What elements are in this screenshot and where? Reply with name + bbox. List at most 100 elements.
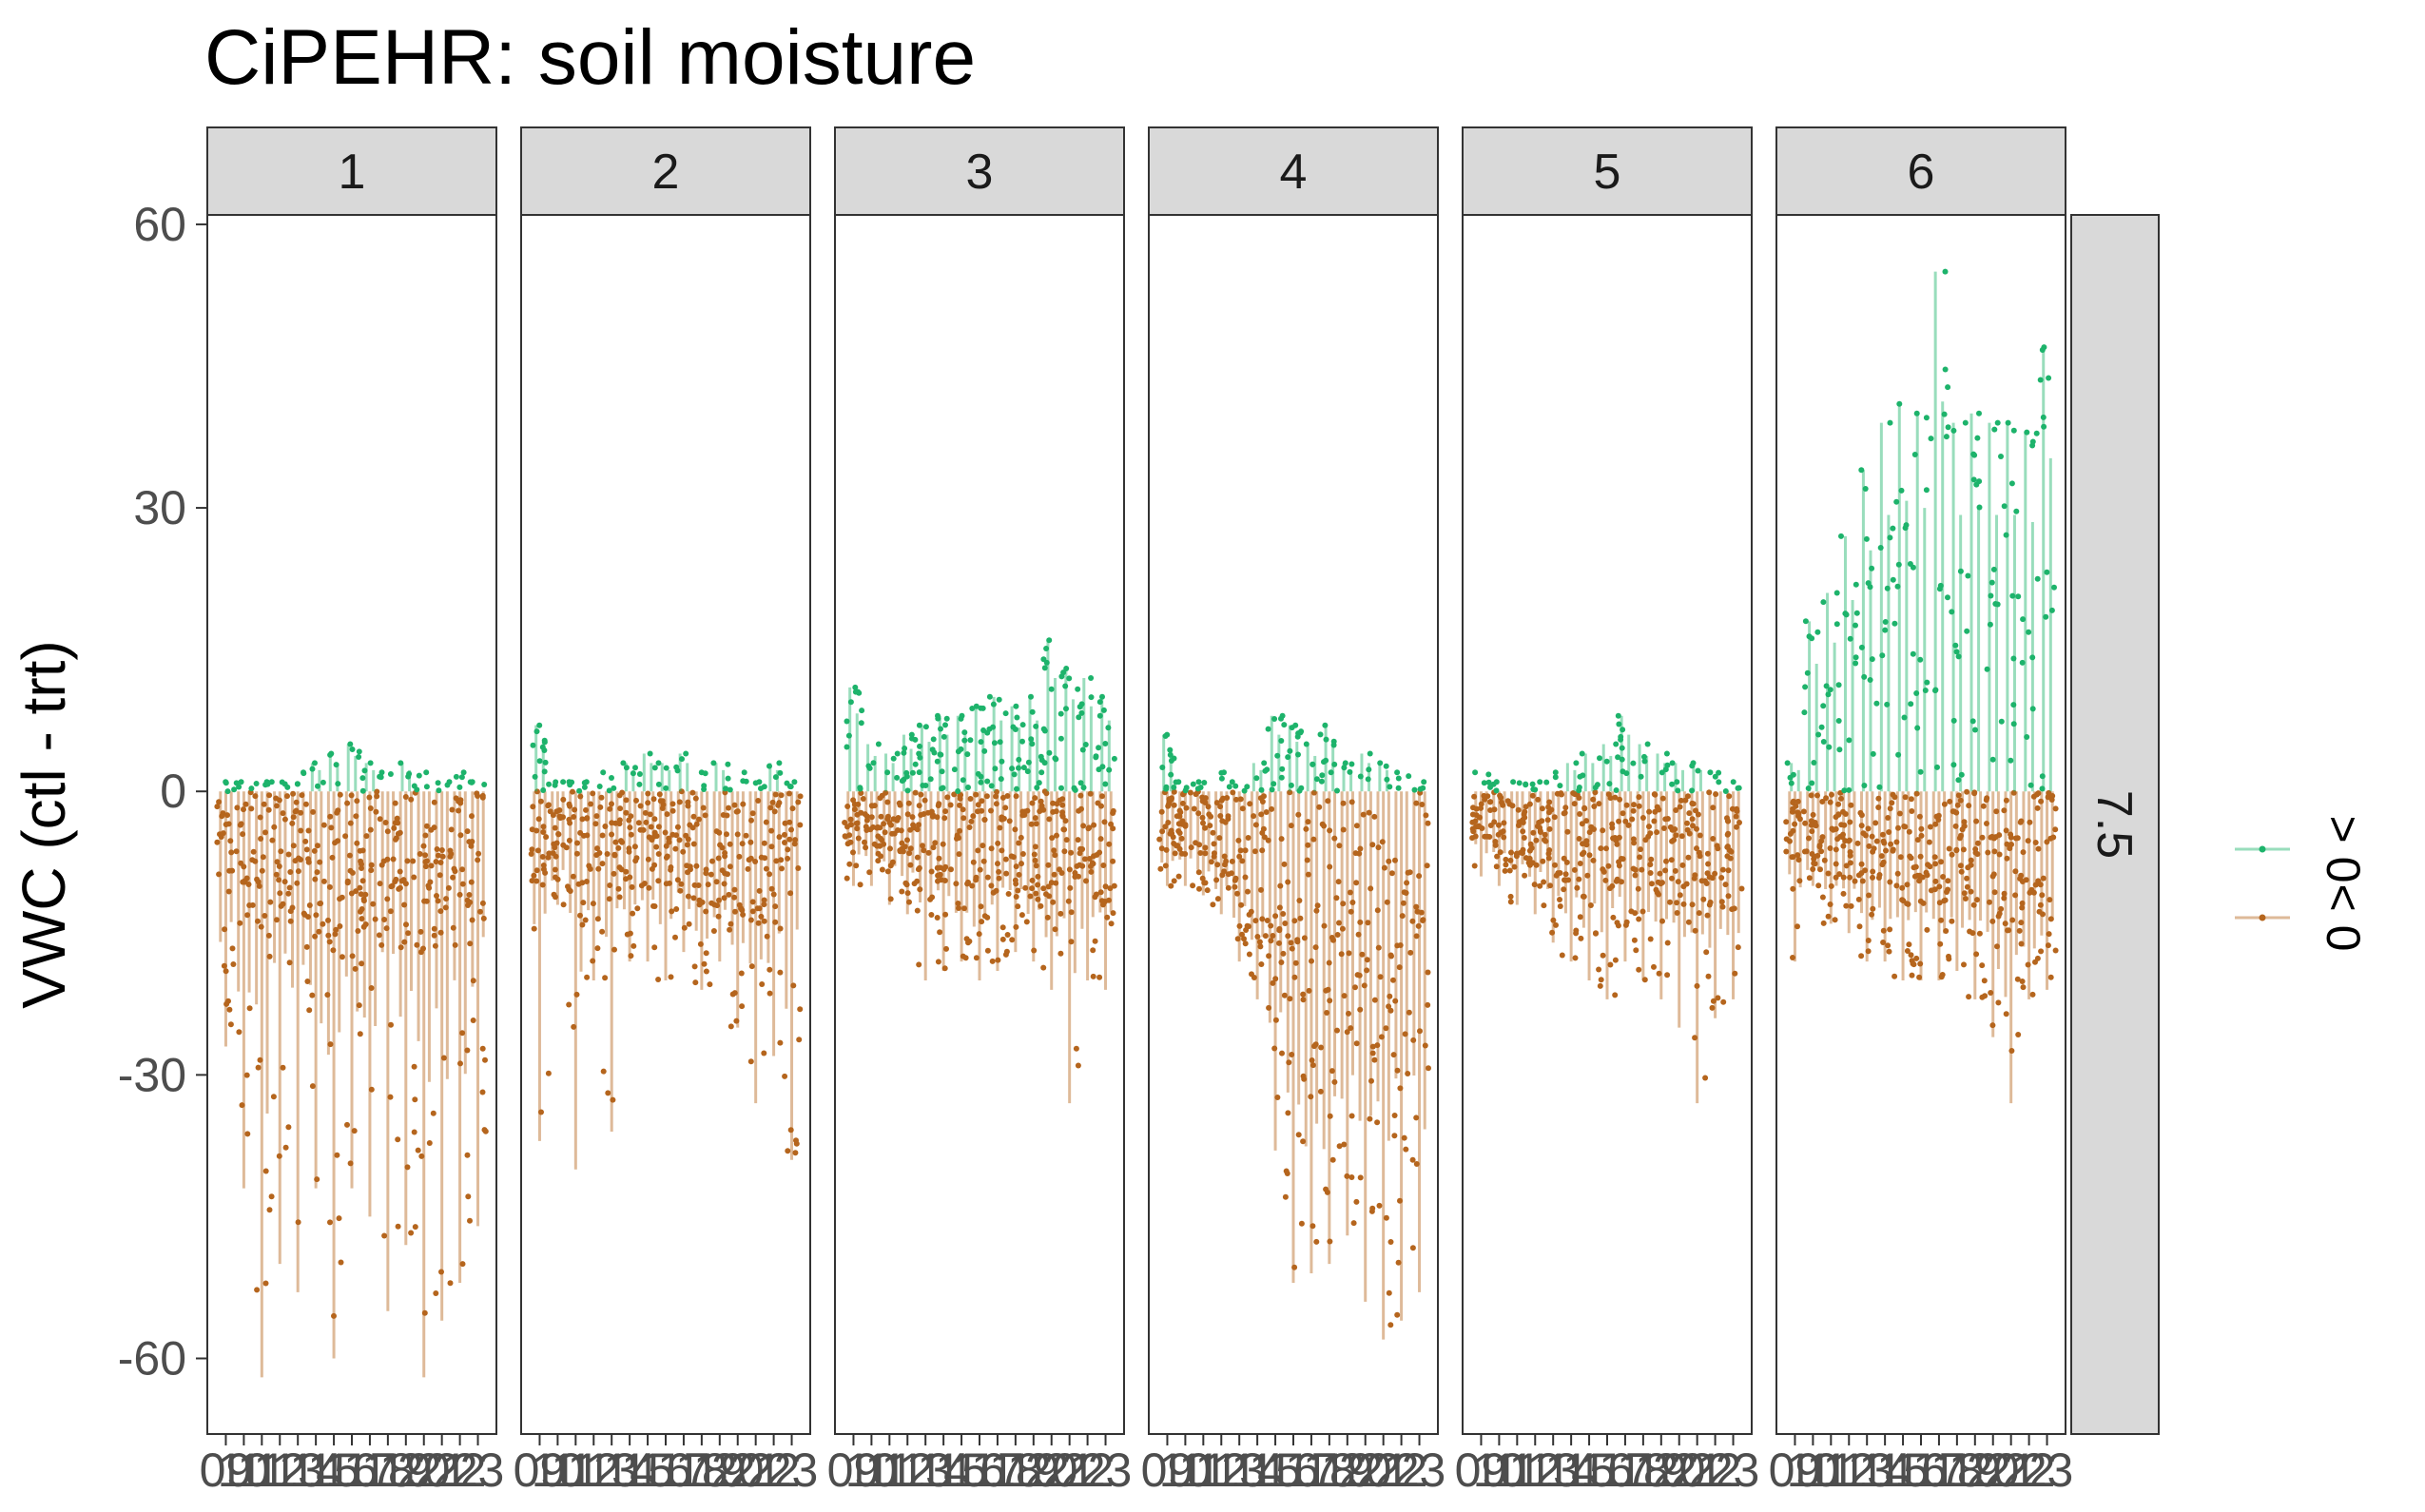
negative-point: [960, 806, 966, 813]
positive-point: [1804, 669, 1811, 676]
negative-point: [469, 813, 475, 820]
negative-point: [1892, 973, 1898, 979]
negative-point: [782, 820, 788, 826]
negative-point: [701, 960, 708, 967]
negative-point: [432, 942, 438, 949]
negative-point: [1904, 948, 1911, 954]
positive-point: [536, 758, 543, 765]
negative-point: [299, 792, 305, 799]
negative-point: [689, 789, 696, 796]
negative-point: [724, 831, 729, 838]
negative-point: [655, 824, 662, 830]
negative-point: [1966, 803, 1972, 809]
negative-point: [862, 811, 868, 818]
negative-point: [1262, 933, 1269, 940]
negative-point: [566, 816, 572, 823]
negative-point: [552, 844, 558, 851]
negative-point: [584, 974, 591, 980]
negative-point: [1552, 862, 1558, 868]
positive-point: [1735, 785, 1741, 791]
negative-point: [1402, 1031, 1408, 1037]
negative-point: [244, 912, 251, 919]
negative-point: [1339, 925, 1346, 932]
negative-point: [1327, 1113, 1333, 1119]
negative-point: [366, 794, 373, 801]
negative-point: [848, 822, 854, 828]
negative-point: [984, 874, 991, 881]
positive-point: [647, 750, 653, 757]
negative-point: [572, 806, 578, 813]
negative-point: [1794, 852, 1801, 859]
negative-point: [1419, 802, 1426, 807]
positive-point: [1895, 561, 1902, 568]
negative-point: [1579, 821, 1585, 827]
positive-point: [309, 766, 316, 772]
negative-point: [431, 932, 437, 939]
negative-point: [785, 855, 791, 862]
positive-point: [1088, 675, 1095, 681]
negative-point: [579, 816, 586, 823]
negative-point: [1722, 882, 1729, 888]
negative-point: [956, 905, 961, 911]
positive-point: [674, 767, 681, 774]
negative-point: [1266, 1004, 1272, 1011]
negative-point: [1051, 847, 1057, 854]
negative-point: [349, 869, 356, 876]
negative-point: [786, 790, 792, 797]
positive-point: [1989, 756, 1996, 763]
negative-point: [258, 836, 264, 842]
negative-point: [916, 961, 922, 968]
negative-point: [1885, 815, 1892, 821]
negative-point: [1938, 917, 1945, 923]
negative-point: [761, 918, 767, 924]
negative-point: [932, 840, 939, 846]
negative-point: [611, 852, 618, 859]
negative-point: [862, 839, 867, 845]
negative-point: [910, 822, 917, 828]
negative-point: [1673, 832, 1679, 839]
negative-point: [1013, 881, 1019, 887]
negative-point: [354, 798, 360, 804]
negative-point: [437, 860, 444, 865]
negative-point: [1631, 840, 1638, 846]
negative-point: [1469, 811, 1476, 818]
negative-point: [646, 884, 652, 891]
negative-point: [414, 941, 420, 948]
positive-point: [481, 782, 488, 787]
negative-point: [2047, 897, 2053, 903]
negative-point: [1561, 855, 1567, 862]
negative-point: [1043, 790, 1050, 797]
negative-point: [467, 940, 474, 947]
negative-point: [1952, 823, 1959, 829]
negative-point: [588, 801, 594, 807]
negative-point: [934, 864, 941, 871]
negative-point: [290, 790, 297, 797]
negative-point: [1009, 937, 1016, 943]
negative-point: [534, 788, 540, 795]
negative-point: [1387, 993, 1393, 999]
negative-point: [1374, 907, 1381, 914]
negative-point: [1991, 848, 1998, 855]
negative-point: [348, 792, 355, 799]
negative-point: [1046, 893, 1053, 900]
negative-point: [904, 890, 911, 897]
negative-point: [255, 1064, 262, 1071]
positive-point: [1932, 687, 1939, 693]
negative-point: [2025, 838, 2031, 844]
negative-point: [411, 1063, 417, 1070]
positive-point: [1893, 498, 1900, 505]
negative-point: [1221, 868, 1228, 875]
negative-point: [795, 865, 802, 871]
negative-point: [1880, 838, 1887, 844]
negative-point: [1371, 813, 1378, 820]
negative-point: [889, 830, 896, 837]
negative-point: [747, 917, 754, 923]
positive-point: [1310, 761, 1316, 767]
positive-point: [791, 779, 798, 785]
negative-point: [214, 839, 221, 845]
positive-point: [1529, 781, 1536, 787]
negative-point: [286, 960, 293, 966]
negative-point: [690, 895, 697, 901]
facet-strip-label: 6: [1908, 145, 1935, 200]
